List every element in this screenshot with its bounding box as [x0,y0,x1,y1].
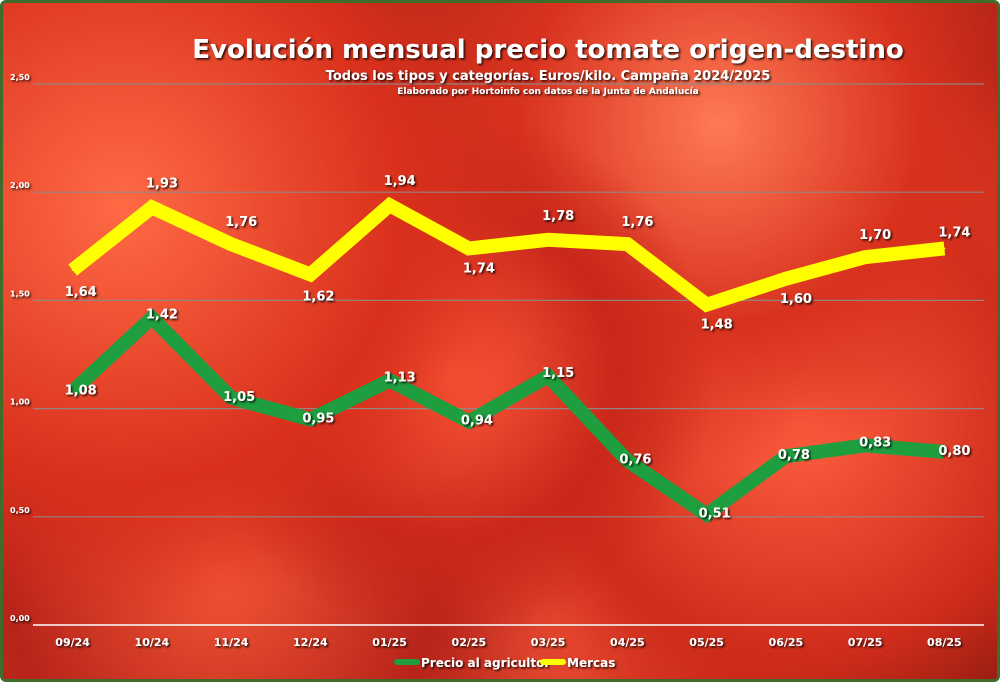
series-line-mercas [68,196,946,313]
series-line-agricultor [67,307,945,524]
data-label-agricultor: 0,83 [859,435,891,450]
x-tick-label: 09/24 [55,636,90,649]
y-tick-label: 0,00 [10,614,30,623]
x-tick-label: 12/24 [293,636,328,649]
data-labels: 1,08 1,42 1,05 0,95 1,13 0,94 1,15 0,76 0,51 0,78… [65,174,971,521]
x-tick-label: 10/24 [135,636,170,649]
y-tick-label: 0,50 [10,506,30,515]
point-agricultor [626,459,629,462]
data-label-agricultor: 0,80 [938,444,970,459]
x-tick-label: 04/25 [610,636,645,649]
legend: Precio al agricultor Mercas [394,656,615,670]
line-chart: 0,00 0,50 1,00 1,50 2,00 2,50 09/24 10/24 11/24… [10,35,984,670]
y-tick-label: 1,50 [10,289,30,298]
data-label-mercas: 1,93 [146,176,178,191]
legend-label-agricultor: Precio al agricultor [421,656,550,670]
y-tick-label: 2,50 [10,73,30,82]
point-mercas [467,247,470,250]
y-axis-ticks: 0,00 0,50 1,00 1,50 2,00 2,50 [10,73,30,623]
x-tick-label: 01/25 [372,636,407,649]
point-agricultor [784,455,787,458]
data-label-agricultor: 0,95 [302,411,334,426]
x-tick-label: 08/25 [927,636,962,649]
x-tick-label: 02/25 [452,636,487,649]
point-agricultor [467,420,470,423]
data-label-agricultor: 0,76 [619,453,651,468]
point-mercas [388,204,391,207]
data-label-agricultor: 0,78 [778,448,810,463]
data-label-agricultor: 0,51 [699,507,731,522]
point-mercas [705,303,708,306]
data-label-mercas: 1,94 [384,174,416,189]
series-lines [67,196,946,524]
point-agricultor [705,513,708,516]
x-tick-label: 05/25 [689,636,724,649]
point-agricultor [71,390,74,393]
chart-title: Evolución mensual precio tomate origen-d… [192,35,903,65]
legend-label-mercas: Mercas [567,656,615,670]
data-label-mercas: 1,74 [938,225,970,240]
point-mercas [547,238,550,241]
x-tick-label: 06/25 [769,636,804,649]
point-agricultor [547,375,550,378]
point-agricultor [150,316,153,319]
x-tick-label: 07/25 [848,636,883,649]
data-label-agricultor: 1,42 [146,308,178,323]
gridlines [33,83,984,626]
y-tick-label: 2,00 [10,181,30,190]
point-mercas [309,273,312,276]
point-mercas [784,277,787,280]
data-label-mercas: 1,62 [302,289,334,304]
point-mercas [626,243,629,246]
data-label-agricultor: 1,15 [542,366,574,381]
point-mercas [71,269,74,272]
y-tick-label: 1,00 [10,398,30,407]
data-label-agricultor: 0,94 [461,414,493,429]
data-label-mercas: 1,76 [621,215,653,230]
x-tick-label: 11/24 [214,636,249,649]
point-agricultor [943,450,946,453]
x-tick-label: 03/25 [531,636,566,649]
point-agricultor [230,396,233,399]
x-axis-ticks: 09/24 10/24 11/24 12/24 01/25 02/25 03/25 04/25… [55,636,961,649]
point-mercas [943,247,946,250]
data-label-mercas: 1,70 [859,228,891,243]
point-mercas [230,243,233,246]
data-label-agricultor: 1,08 [65,383,97,398]
chart-source: Elaborado por Hortoinfo con datos de la … [397,87,699,97]
data-label-mercas: 1,48 [701,318,733,333]
data-label-mercas: 1,60 [780,292,812,307]
data-label-mercas: 1,78 [542,209,574,224]
point-mercas [150,206,153,209]
data-label-agricultor: 1,13 [384,370,416,385]
chart-subtitle: Todos los tipos y categorías. Euros/kilo… [326,69,771,84]
point-mercas [864,256,867,259]
point-agricultor [388,379,391,382]
data-label-mercas: 1,74 [463,261,495,276]
data-label-agricultor: 1,05 [223,390,255,405]
point-agricultor [309,418,312,421]
data-label-mercas: 1,76 [225,215,257,230]
data-label-mercas: 1,64 [65,285,97,300]
point-agricultor [864,444,867,447]
